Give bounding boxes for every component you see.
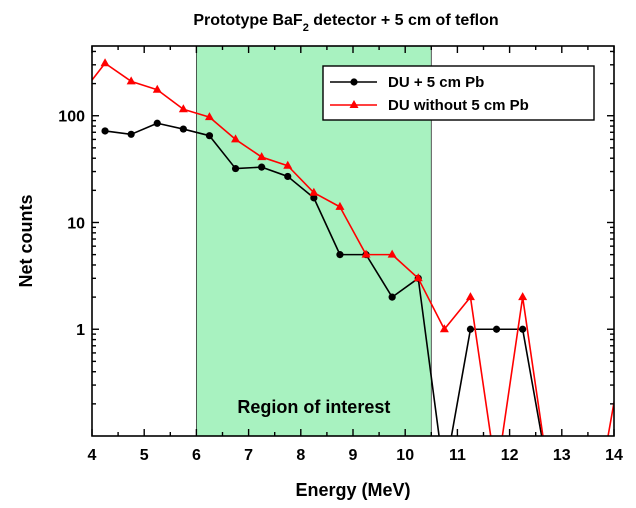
x-tick-label: 10 [396,447,414,464]
y-tick-label: 100 [58,109,85,126]
data-point [309,187,319,196]
data-point [519,325,527,333]
data-point [179,125,187,133]
data-point [335,201,345,210]
data-point [283,160,293,169]
data-point [439,324,449,333]
data-point [231,164,240,173]
data-point [413,273,423,282]
data-point [205,132,214,140]
y-axis-label: Net counts [16,194,36,287]
axis-ticks: 4 5 6 7 8 9 10 11 12 13 14 1 10 100 [58,46,623,464]
series-line-1 [92,62,614,436]
x-tick-label: 12 [501,447,519,464]
x-tick-label: 4 [88,447,97,464]
legend-label-du-pb: DU + 5 cm Pb [388,74,484,91]
x-tick-label: 5 [140,447,149,464]
data-point [492,325,501,333]
legend-label-du-no-pb: DU without 5 cm Pb [388,97,529,114]
data-point [361,249,371,258]
data-point [623,324,632,332]
data-point [231,134,241,143]
data-point [101,127,109,135]
data-point [178,104,188,113]
data-point [100,58,110,67]
data-point [465,292,475,301]
data-point [310,194,318,202]
y-tick-label: 10 [67,215,85,232]
data-point [74,92,83,100]
x-tick-label: 14 [605,447,623,464]
x-tick-label: 8 [296,447,305,464]
x-tick-label: 13 [553,447,571,464]
chart-title: Prototype BaF2 detector + 5 cm of teflon [193,12,498,34]
x-tick-label: 11 [449,447,466,464]
x-axis-label: Energy (MeV) [295,480,410,500]
data-point [518,292,528,301]
legend-marker-triangle [349,100,359,108]
data-point [152,84,162,93]
data-point [204,112,214,121]
data-point [388,293,396,301]
data-point [284,172,292,181]
legend: DU + 5 cm Pb DU without 5 cm Pb [322,65,595,121]
data-point [387,249,397,258]
data-point [258,163,266,171]
data-point [127,130,135,138]
legend-marker-circle [350,78,358,86]
data-point [126,76,136,85]
x-tick-label: 7 [244,447,253,464]
x-tick-label: 6 [192,447,201,464]
region-of-interest-label: Region of interest [237,397,390,417]
data-point [336,251,344,259]
data-point [257,152,267,161]
data-point [153,119,161,127]
legend-box [322,65,595,121]
data-point [466,325,475,333]
series-layer [74,58,632,436]
y-tick-label: 1 [76,322,85,339]
x-tick-label: 9 [349,447,358,464]
